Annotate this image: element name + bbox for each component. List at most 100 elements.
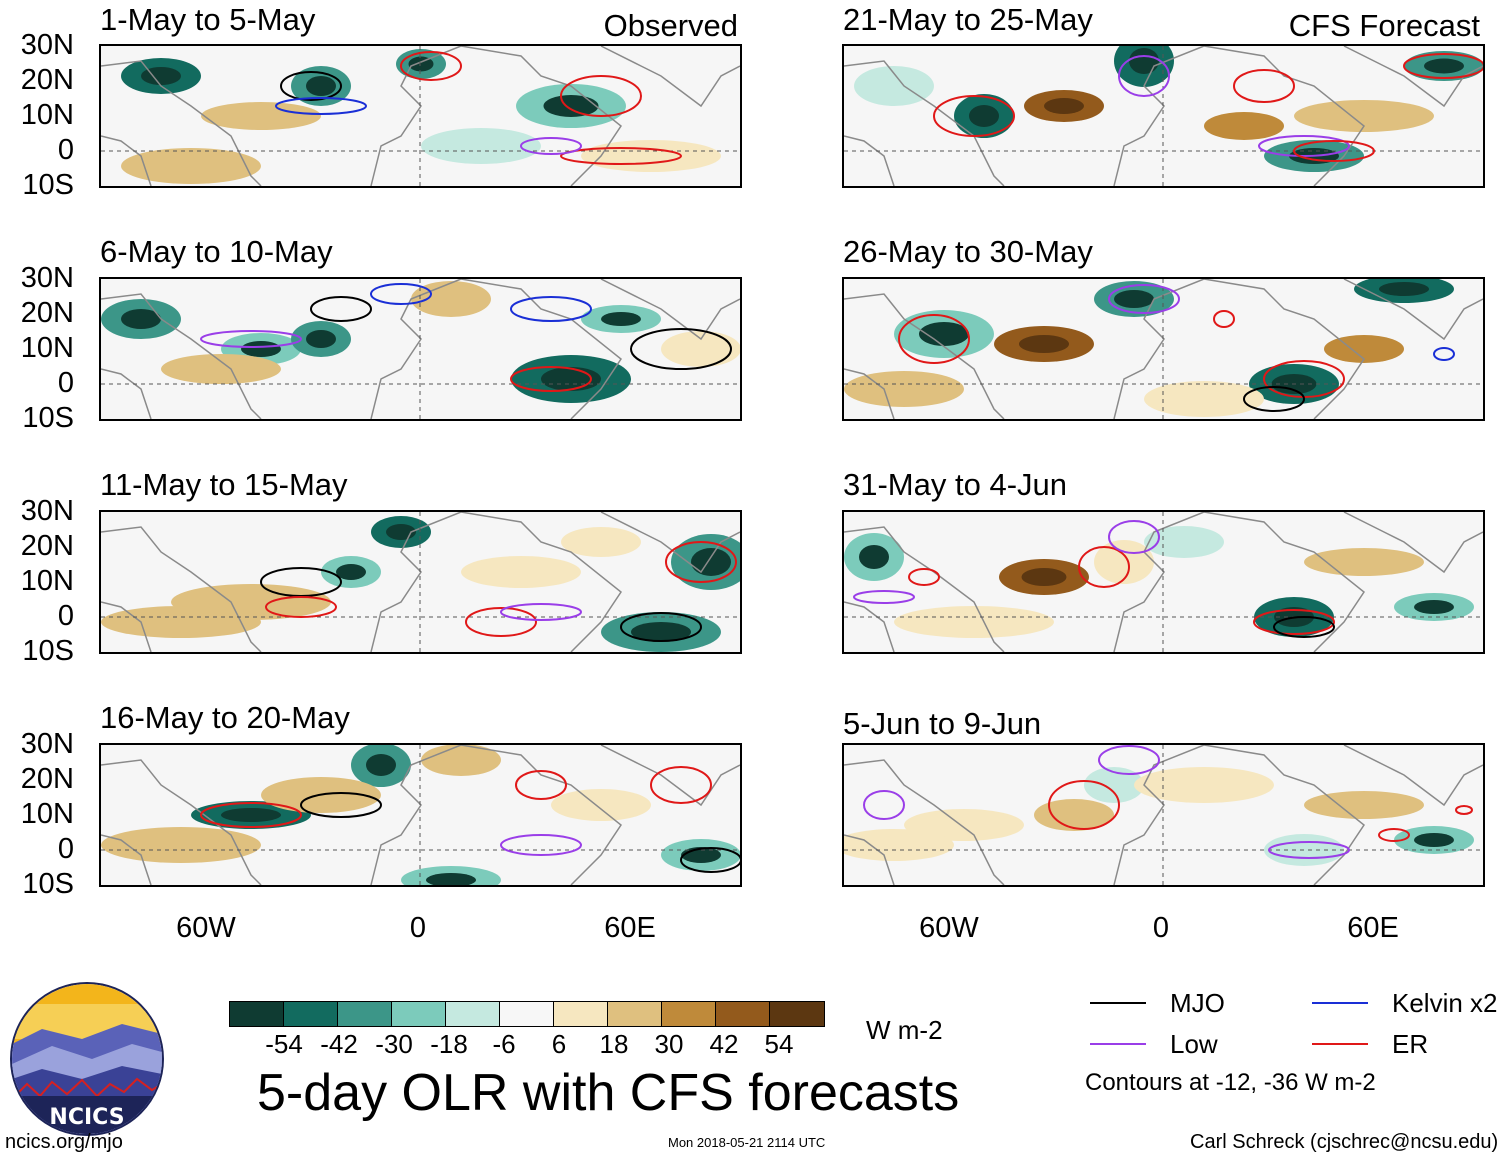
wave-contour [665, 541, 737, 583]
olr-anomaly-core [601, 312, 641, 326]
olr-anomaly-core [306, 76, 336, 96]
map-svg [101, 745, 740, 885]
olr-anomaly-core [969, 105, 999, 127]
colorbar-cell [230, 1002, 284, 1026]
lon-label: 60W [176, 912, 236, 944]
olr-anomaly-area [844, 829, 954, 861]
wave-contour [560, 147, 682, 165]
olr-anomaly-area [854, 66, 934, 106]
lat-label: 10N [20, 798, 74, 830]
map-svg [101, 46, 740, 186]
colorbar-cell [284, 1002, 338, 1026]
colorbar-cell [338, 1002, 392, 1026]
lat-label: 30N [20, 29, 74, 61]
map-panel-obs-2 [99, 277, 742, 421]
olr-anomaly-core [919, 322, 969, 346]
olr-anomaly-area [411, 281, 491, 317]
wave-contour [1233, 69, 1295, 103]
lon-label: 60W [919, 912, 979, 944]
map-panel-fc-3 [842, 510, 1485, 654]
legend-label-mjo: MJO [1170, 988, 1225, 1018]
wave-contour [933, 95, 1015, 137]
legend-line-er [1312, 1043, 1368, 1045]
legend-line-mjo [1090, 1002, 1146, 1004]
logo-graphic: NCICS [12, 984, 162, 1134]
footer-author: Carl Schreck (cjschrec@ncsu.edu) [1190, 1131, 1499, 1153]
panel-title-obs-1: 1-May to 5-May [100, 2, 316, 37]
map-panel-obs-3 [99, 510, 742, 654]
map-panel-obs-4 [99, 743, 742, 887]
olr-anomaly-core [121, 309, 161, 329]
lat-label: 10N [20, 565, 74, 597]
wave-contour [1273, 616, 1335, 638]
wave-contour [265, 596, 337, 618]
olr-anomaly-core [543, 95, 599, 117]
lat-label: 10N [20, 332, 74, 364]
wave-contour [1243, 386, 1305, 412]
wave-contour [1433, 347, 1455, 361]
wave-contour [400, 51, 462, 81]
olr-anomaly-core [306, 330, 336, 348]
olr-anomaly-area [1304, 548, 1424, 576]
wave-contour [620, 612, 702, 642]
coastline [370, 512, 623, 652]
coastline [101, 759, 262, 885]
legend-line-low [1090, 1043, 1146, 1045]
colorbar-cell [662, 1002, 716, 1026]
wave-contour [1078, 546, 1130, 588]
coastline [600, 512, 740, 574]
lon-label: 0 [409, 912, 427, 944]
ncics-logo: NCICS [10, 982, 164, 1136]
observed-header: Observed [603, 8, 738, 43]
wave-contour [630, 328, 732, 370]
colorbar-label: 54 [764, 1029, 794, 1059]
coastline [600, 279, 740, 341]
map-panel-fc-4 [842, 743, 1485, 887]
wave-contour [300, 792, 382, 818]
coastline [1113, 512, 1366, 652]
map-panel-obs-1 [99, 44, 742, 188]
olr-anomaly-area [894, 606, 1054, 638]
panel-title-obs-3: 11-May to 15-May [100, 467, 348, 502]
olr-anomaly-core [221, 808, 281, 822]
wave-contour [510, 366, 592, 392]
lon-label: 60E [604, 912, 656, 944]
wave-contour [520, 137, 582, 155]
olr-anomaly-area [1144, 381, 1264, 417]
olr-anomaly-area [1144, 526, 1224, 558]
legend-note: Contours at -12, -36 W m-2 [1085, 1069, 1376, 1096]
wave-contour [1403, 53, 1483, 79]
coastline [101, 526, 262, 652]
olr-anomaly-core [859, 545, 889, 569]
olr-anomaly-core [1044, 98, 1084, 114]
lat-label: 30N [20, 495, 74, 527]
wave-contour [200, 802, 302, 828]
coastline [101, 60, 262, 186]
logo-text: NCICS [49, 1105, 124, 1130]
olr-anomaly-area [661, 331, 740, 367]
olr-anomaly-core [336, 564, 366, 580]
lat-label: 10S [22, 169, 74, 201]
colorbar-label: 42 [709, 1029, 739, 1059]
olr-anomaly-area [1324, 335, 1404, 363]
coastline [1343, 512, 1483, 574]
olr-anomaly-core [1424, 58, 1464, 74]
lat-label: 20N [20, 297, 74, 329]
forecast-header: CFS Forecast [1288, 8, 1480, 43]
wave-contour [500, 603, 582, 621]
olr-anomaly-area [551, 789, 651, 821]
olr-anomaly-core [1019, 335, 1069, 353]
lon-label: 0 [1152, 912, 1170, 944]
olr-anomaly-area [421, 128, 541, 164]
colorbar-label: 18 [599, 1029, 629, 1059]
lon-label: 60E [1347, 912, 1399, 944]
wave-contour [510, 296, 592, 322]
colorbar [229, 1001, 825, 1027]
colorbar-cell [608, 1002, 662, 1026]
olr-anomaly-core [141, 67, 181, 85]
olr-anomaly-core [1414, 833, 1454, 847]
wave-contour [1268, 841, 1350, 859]
coastline [844, 293, 1005, 419]
lat-label: 10S [22, 402, 74, 434]
lat-label: 20N [20, 763, 74, 795]
